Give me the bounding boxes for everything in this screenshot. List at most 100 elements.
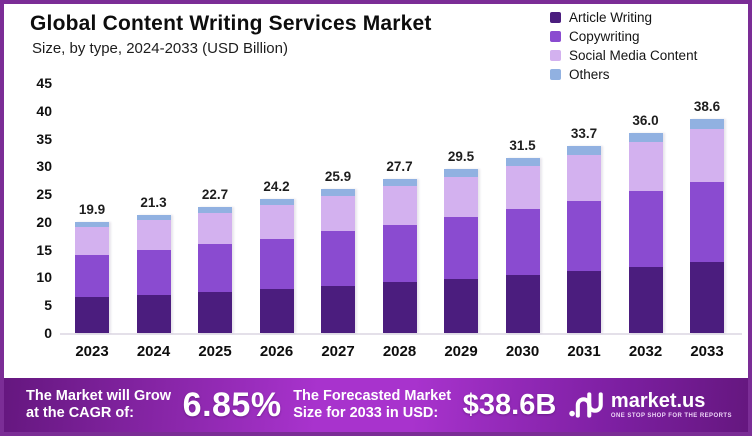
stacked-bar-2025 bbox=[198, 206, 232, 333]
y-axis-tick-label: 45 bbox=[36, 75, 52, 91]
bar-segment bbox=[690, 181, 724, 262]
bar-segment bbox=[567, 154, 601, 201]
bar-segment bbox=[567, 145, 601, 155]
x-axis-label: 2024 bbox=[136, 343, 171, 360]
bar-total-label: 19.9 bbox=[78, 202, 106, 218]
x-axis-label: 2028 bbox=[382, 343, 417, 360]
bar-segment bbox=[690, 128, 724, 182]
bar-segment bbox=[136, 214, 171, 221]
y-axis-tick-label: 5 bbox=[44, 297, 52, 314]
bar-total-label: 27.7 bbox=[386, 159, 413, 175]
legend-label: Article Writing bbox=[569, 9, 653, 25]
bar-segment bbox=[75, 227, 109, 256]
bar-segment bbox=[259, 289, 294, 333]
y-axis-tick-label: 30 bbox=[36, 158, 52, 175]
legend-item: Social Media Content bbox=[550, 47, 698, 63]
bar-segment bbox=[198, 244, 232, 292]
bar-total-label: 21.3 bbox=[140, 194, 167, 210]
x-axis-label: 2033 bbox=[690, 343, 724, 360]
cagr-label-line2: at the CAGR of: bbox=[26, 405, 134, 421]
chart-canvas: 0 5 10 15 20 25 30 35 40 45 19.9 2023 21.3 2024 22.7 20… bbox=[4, 4, 748, 432]
bar-total-label: 29.5 bbox=[447, 149, 475, 165]
brand-text-block: market.us ONE STOP SHOP FOR THE REPORTS bbox=[610, 389, 732, 419]
stacked-bar-2030 bbox=[505, 158, 540, 333]
y-axis-tick-label: 10 bbox=[36, 269, 52, 286]
x-axis-label: 2029 bbox=[444, 343, 478, 360]
bar-total-label: 36.0 bbox=[632, 113, 659, 128]
x-axis-label: 2027 bbox=[321, 343, 355, 360]
banner: The Market will Grow at the CAGR of: 6.8… bbox=[4, 378, 748, 432]
bar-segment bbox=[628, 191, 663, 267]
legend-item: Others bbox=[550, 67, 697, 82]
bar-segment bbox=[321, 231, 355, 286]
x-axis-label: 2023 bbox=[75, 343, 109, 360]
bar-segment bbox=[198, 291, 232, 333]
x-axis-line bbox=[60, 333, 742, 335]
content-area: Global Content Writing Services Market S… bbox=[4, 4, 748, 432]
bar-segment bbox=[198, 213, 232, 245]
forecast-label-line2: Size for 2033 in USD: bbox=[293, 405, 439, 421]
legend: Article Writing Copywriting Social Media C… bbox=[550, 10, 697, 86]
legend-item: Copywriting bbox=[550, 29, 697, 44]
forecast-label-line1: The Forecasted Market bbox=[293, 388, 452, 404]
bar-segment bbox=[690, 118, 724, 129]
bar-segment bbox=[505, 275, 540, 333]
bar-total-label: 22.7 bbox=[201, 186, 229, 202]
bar-segment bbox=[567, 200, 601, 272]
legend-swatch-icon bbox=[550, 68, 561, 80]
page-subtitle: Size, by type, 2024-2033 (USD Billion) bbox=[32, 40, 288, 57]
y-axis-tick-label: 40 bbox=[36, 102, 52, 119]
cagr-value: 6.85% bbox=[182, 385, 282, 424]
y-axis-tick-label: 15 bbox=[36, 241, 52, 258]
bar-segment bbox=[75, 222, 109, 228]
stacked-bar-2029 bbox=[444, 169, 478, 333]
bar-segment bbox=[136, 294, 171, 333]
bar-segment bbox=[505, 166, 540, 210]
stacked-bar-2024 bbox=[136, 214, 171, 333]
bar-segment bbox=[690, 261, 724, 333]
stacked-bar-2031 bbox=[567, 145, 601, 333]
bar-segment bbox=[628, 142, 663, 192]
legend-label: Social Media Content bbox=[569, 47, 698, 63]
bar-total-label: 33.7 bbox=[570, 125, 598, 141]
bar-segment bbox=[444, 169, 478, 177]
x-axis-label: 2030 bbox=[505, 343, 540, 360]
brand-logo: market.us ONE STOP SHOP FOR THE REPORTS bbox=[568, 390, 732, 420]
x-axis-label: 2025 bbox=[198, 343, 232, 360]
forecast-value: $38.6B bbox=[462, 388, 557, 421]
bar-segment bbox=[628, 266, 663, 333]
bar-total-label: 24.2 bbox=[263, 178, 290, 194]
bar-total-label: 25.9 bbox=[324, 169, 352, 185]
stacked-bar-2032 bbox=[628, 133, 663, 333]
bar-segment bbox=[382, 224, 417, 283]
stacked-bar-2033 bbox=[690, 118, 724, 333]
bar-segment bbox=[321, 285, 355, 333]
y-axis-tick-label: 25 bbox=[36, 186, 52, 203]
bar-total-label: 38.6 bbox=[693, 98, 721, 114]
bar-segment bbox=[136, 250, 171, 295]
bar-segment bbox=[321, 195, 355, 232]
stacked-bar-2026 bbox=[259, 198, 294, 333]
y-axis-tick-label: 20 bbox=[36, 213, 52, 230]
brand-name: market.us bbox=[610, 389, 706, 412]
stacked-bar-2027 bbox=[321, 189, 355, 333]
forecast-label: The Forecasted Market Size for 2033 in U… bbox=[293, 388, 451, 422]
brand-tagline: ONE STOP SHOP FOR THE REPORTS bbox=[610, 412, 732, 419]
bar-total-label: 31.5 bbox=[509, 138, 536, 153]
bar-segment bbox=[382, 282, 417, 333]
y-axis-tick-label: 0 bbox=[44, 325, 52, 341]
bar-segment bbox=[259, 205, 294, 239]
legend-item: Article Writing bbox=[550, 9, 697, 25]
bar-segment bbox=[382, 179, 417, 187]
bar-segment bbox=[505, 209, 540, 276]
bar-segment bbox=[567, 271, 601, 333]
bar-segment bbox=[75, 255, 109, 298]
bar-segment bbox=[198, 206, 232, 214]
stacked-bar-2028 bbox=[382, 179, 417, 333]
cagr-label-line1: The Market will Grow bbox=[26, 388, 172, 404]
bar-segment bbox=[259, 198, 294, 206]
bar-segment bbox=[505, 158, 540, 167]
bar-segment bbox=[444, 176, 478, 218]
x-axis-label: 2031 bbox=[567, 343, 601, 360]
